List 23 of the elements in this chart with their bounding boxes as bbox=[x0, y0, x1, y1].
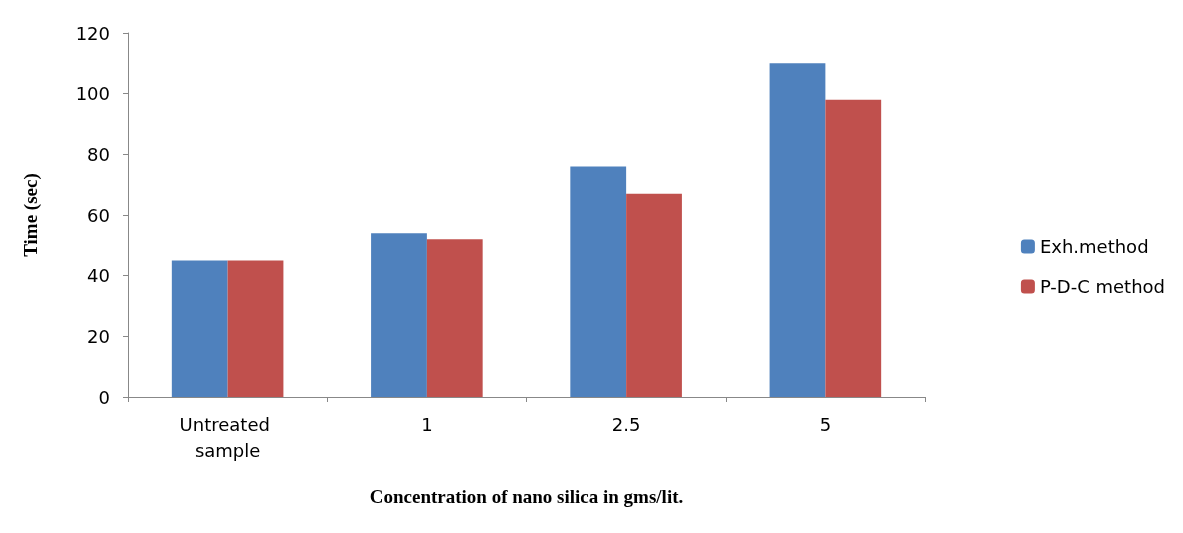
bar bbox=[426, 239, 483, 397]
x-tick-label: 5 bbox=[819, 413, 832, 435]
x-tick-label: Untreated sample bbox=[179, 413, 276, 461]
x-axis-title: Concentration of nano silica in gms/lit. bbox=[369, 486, 684, 507]
y-tick-label: 80 bbox=[87, 143, 110, 165]
legend-label: P-D-C method bbox=[1039, 276, 1166, 297]
bar bbox=[171, 260, 228, 397]
y-tick-label: 20 bbox=[87, 325, 110, 347]
bar bbox=[371, 233, 427, 397]
x-tick-label: 2.5 bbox=[611, 413, 641, 435]
bar bbox=[769, 63, 826, 397]
legend-label: Exh.method bbox=[1039, 236, 1149, 257]
bar bbox=[825, 99, 882, 397]
y-tick-label: 120 bbox=[75, 22, 110, 44]
y-tick-label: 40 bbox=[87, 265, 110, 287]
y-tick-label: 60 bbox=[87, 204, 110, 226]
bar bbox=[227, 260, 284, 397]
x-tick-label: 1 bbox=[421, 413, 433, 435]
y-tick-label: 0 bbox=[98, 386, 110, 408]
bar bbox=[570, 166, 627, 397]
y-tick-label: 100 bbox=[75, 83, 110, 105]
y-axis-title: Time (sec) bbox=[20, 173, 42, 257]
bar bbox=[626, 193, 682, 397]
